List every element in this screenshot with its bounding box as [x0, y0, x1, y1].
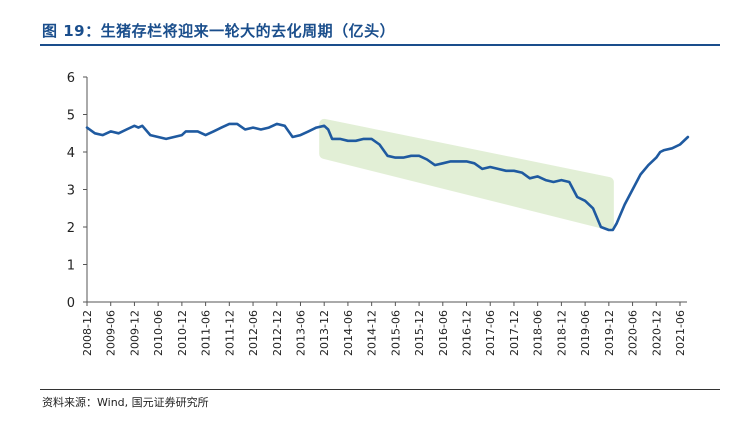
x-tick-label: 2018-12	[555, 310, 568, 356]
x-tick-label: 2018-06	[532, 310, 545, 356]
x-tick-label: 2011-06	[200, 310, 213, 356]
x-tick-label: 2010-06	[152, 310, 165, 356]
x-tick-label: 2019-12	[603, 310, 616, 356]
x-tick-label: 2016-06	[437, 310, 450, 356]
source-note: 资料来源：Wind, 国元证券研究所	[42, 396, 209, 409]
y-tick-label: 6	[67, 71, 75, 86]
x-tick-label: 2012-06	[247, 310, 260, 356]
x-tick-label: 2012-12	[271, 310, 284, 356]
x-tick-label: 2019-06	[579, 310, 592, 356]
title-rule	[40, 44, 720, 46]
x-tick-label: 2009-12	[128, 310, 141, 356]
figure-title: 图 19：生猪存栏将迎来一轮大的去化周期（亿头）	[42, 22, 396, 40]
y-tick-label: 3	[67, 184, 75, 199]
y-tick-label: 4	[67, 146, 75, 161]
x-tick-label: 2020-06	[627, 310, 640, 356]
x-tick-label: 2020-12	[650, 310, 663, 356]
y-tick-label: 5	[67, 109, 75, 124]
y-tick-label: 1	[67, 259, 75, 274]
x-tick-label: 2017-12	[508, 310, 521, 356]
x-tick-label: 2017-06	[484, 310, 497, 356]
x-tick-label: 2011-12	[223, 310, 236, 356]
x-tick-label: 2009-06	[105, 310, 118, 356]
x-tick-label: 2008-12	[81, 310, 94, 356]
y-tick-label: 2	[67, 221, 75, 236]
x-tick-label: 2010-12	[176, 310, 189, 356]
x-tick-label: 2016-12	[461, 310, 474, 356]
x-tick-label: 2014-06	[342, 310, 355, 356]
x-tick-label: 2015-12	[413, 310, 426, 356]
x-tick-label: 2013-12	[318, 310, 331, 356]
x-tick-label: 2013-06	[294, 310, 307, 356]
x-tick-label: 2015-06	[389, 310, 402, 356]
series-line	[85, 122, 690, 232]
highlight-band	[319, 118, 614, 231]
source-rule	[40, 389, 720, 390]
y-tick-label: 0	[67, 296, 75, 311]
x-tick-label: 2014-12	[366, 310, 379, 356]
x-tick-label: 2021-06	[674, 310, 687, 356]
